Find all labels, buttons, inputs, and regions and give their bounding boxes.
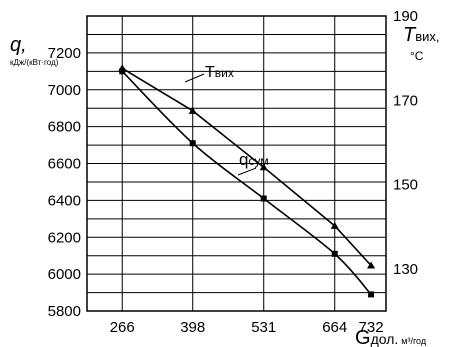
y-left-tick-label: 6200 [48,229,81,246]
y-right-tick-label: 170 [393,92,418,109]
grid [87,16,386,311]
x-tick-label: 732 [359,319,384,336]
point-marker-q [119,68,126,75]
x-label: Gдол. м³/год [355,327,427,347]
point-marker-q [368,291,375,298]
series-t-label: Tвих [205,64,234,81]
plot-frame [86,15,387,312]
y-left-tick-label: 6800 [48,119,81,136]
x-tick-label: 531 [251,319,276,336]
series-layer [118,64,376,298]
x-tick-label: 398 [180,319,205,336]
tick-labels: 266 398 531 664 732 7200 7000 6800 6600 6400 6200 6… [48,8,418,336]
y-left-tick-label: 7000 [48,82,81,99]
series-t-leader [184,73,205,83]
y-right-unit: °С [410,49,424,63]
y-left-tick-label: 6000 [48,266,81,283]
y-right-label: Tвих, [403,24,440,46]
y-left-label: q, [10,34,27,56]
point-marker-t [188,106,197,114]
y-right-tick-label: 150 [393,177,418,194]
y-left-unit: кДж/(кВт·год) [10,58,59,67]
y-right-tick-label: 130 [393,261,418,278]
point-marker-t [259,163,268,171]
point-marker-q [331,250,338,257]
point-marker-t [367,261,376,269]
series-q-label: qсум [239,150,269,169]
y-left-tick-label: 6600 [48,156,81,173]
x-tick-label: 664 [322,319,347,336]
y-left-tick-label: 5800 [48,303,81,320]
series-q-leader [237,167,257,176]
y-right-tick-label: 190 [393,8,418,25]
point-marker-q [260,195,267,202]
x-tick-label: 266 [110,319,135,336]
y-left-tick-label: 7200 [48,45,81,62]
point-marker-t [330,221,339,229]
point-marker-q [189,140,196,147]
series-line-q [121,70,372,295]
y-left-tick-label: 6400 [48,192,81,209]
